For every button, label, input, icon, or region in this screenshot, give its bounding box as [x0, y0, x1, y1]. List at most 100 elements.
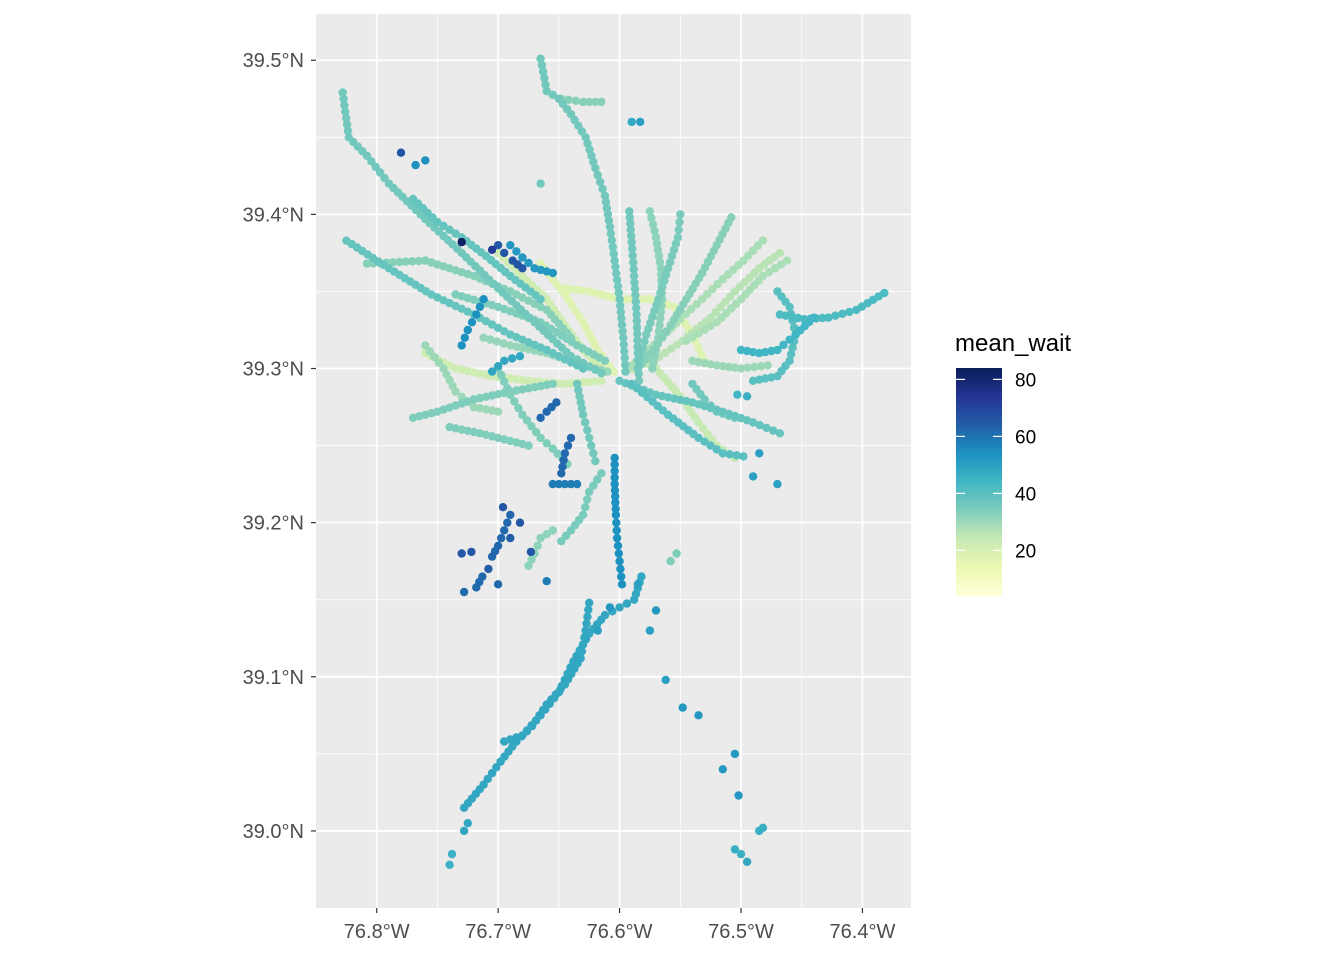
stop-point: [542, 407, 551, 416]
stop-point: [755, 421, 764, 430]
stop-point: [589, 481, 598, 490]
stop-point: [852, 305, 861, 315]
stop-point: [577, 647, 587, 656]
stop-point: [613, 541, 623, 550]
stop-point: [732, 451, 741, 460]
stop-point: [636, 117, 645, 127]
legend-tick-label: 20: [1015, 541, 1036, 562]
stop-point: [479, 295, 488, 304]
stop-point: [483, 774, 492, 784]
stop-point: [510, 397, 519, 406]
x-tick-label: 76.8°W: [344, 921, 410, 943]
stop-point: [775, 310, 785, 319]
stop-point: [595, 177, 605, 187]
stop-point: [541, 80, 550, 89]
stop-point: [557, 537, 566, 546]
stop-point: [631, 297, 640, 306]
stop-point: [536, 413, 545, 422]
stop-point: [605, 222, 615, 231]
stop-point: [583, 426, 592, 435]
stop-point: [610, 256, 619, 265]
stop-point: [584, 605, 593, 614]
stop-point: [703, 429, 712, 439]
stop-point: [497, 370, 506, 380]
minor-gridlines: [316, 14, 911, 908]
stop-point: [756, 362, 766, 371]
stop-point: [622, 599, 632, 608]
stop-point: [656, 307, 666, 317]
stop-point: [632, 323, 642, 332]
y-tick-label: 39.2°N: [243, 513, 304, 535]
stop-point: [666, 344, 676, 353]
stop-point: [560, 379, 570, 389]
stop-point: [585, 598, 594, 607]
stop-point: [786, 350, 796, 359]
stop-point: [597, 376, 606, 385]
stop-point: [396, 148, 406, 157]
stop-point: [648, 220, 658, 229]
stop-point: [773, 479, 782, 489]
stop-point: [585, 433, 594, 443]
stop-point: [457, 549, 466, 558]
stop-point: [496, 757, 505, 766]
stop-point: [512, 247, 521, 256]
stop-point: [583, 495, 592, 504]
stop-point: [618, 327, 627, 336]
stop-point: [743, 363, 752, 372]
stop-point: [518, 264, 527, 273]
stop-point: [651, 606, 661, 615]
x-tick-label: 76.7°W: [465, 921, 531, 943]
stop-point: [791, 330, 800, 339]
legend-tick-label: 80: [1015, 370, 1036, 391]
stop-point: [666, 557, 675, 566]
stop-point: [572, 479, 582, 489]
stop-point: [445, 860, 454, 869]
stop-point: [674, 225, 683, 234]
stop-point: [653, 245, 663, 254]
stop-point: [611, 504, 620, 513]
stop-point: [769, 426, 778, 435]
stop-point: [548, 268, 557, 278]
stop-point: [581, 503, 590, 512]
stop-point: [775, 429, 785, 438]
stop-point: [475, 302, 485, 312]
stop-point: [585, 97, 594, 107]
stop-point: [628, 244, 637, 254]
stop-point: [338, 88, 347, 97]
stop-point: [648, 364, 657, 373]
stop-point: [500, 356, 509, 365]
stop-point: [615, 603, 624, 612]
stop-point: [608, 242, 617, 252]
stop-point: [500, 377, 509, 386]
stop-point: [583, 612, 592, 621]
stop-point: [463, 819, 472, 828]
stop-point: [645, 626, 655, 635]
stop-point: [703, 289, 712, 299]
stop-point: [610, 466, 619, 476]
stop-point: [341, 107, 350, 117]
stop-point: [614, 288, 623, 297]
stop-point: [626, 219, 635, 228]
stop-point: [542, 86, 551, 96]
stop-point: [554, 379, 564, 388]
stop-point: [675, 217, 684, 227]
stop-point: [467, 318, 477, 327]
stop-point: [484, 564, 493, 574]
stop-point: [634, 369, 643, 379]
stop-point: [536, 533, 545, 543]
stop-point: [561, 531, 571, 540]
x-tick-label: 76.6°W: [587, 921, 653, 943]
y-tick-label: 39.4°N: [243, 204, 304, 226]
stop-point: [518, 410, 527, 419]
legend: mean_wait 20 40 60 80: [955, 330, 1071, 596]
stop-point: [647, 213, 656, 222]
stop-point: [430, 352, 439, 362]
stop-point: [560, 479, 570, 489]
route-points: [338, 54, 889, 869]
stop-point: [742, 857, 752, 866]
stop-point: [536, 433, 545, 443]
stop-point: [540, 73, 549, 83]
stop-point: [536, 295, 545, 304]
stop-point: [619, 340, 628, 349]
